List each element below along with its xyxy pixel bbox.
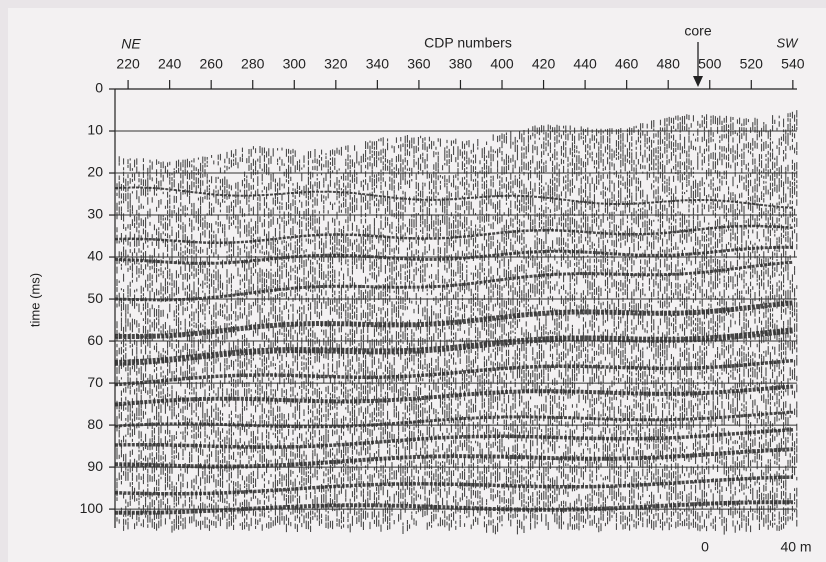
x-axis-label: CDP numbers xyxy=(424,35,512,51)
figure: CDP numbers time (ms) NE SW core 0 40 m … xyxy=(0,0,826,562)
x-tick-label: 340 xyxy=(366,56,390,72)
y-tick-label: 40 xyxy=(87,248,103,264)
x-tick-label: 320 xyxy=(324,56,348,72)
x-tick-label: 300 xyxy=(283,56,307,72)
x-tick-label: 540 xyxy=(781,56,805,72)
x-tick-label: 260 xyxy=(200,56,224,72)
y-tick-label: 80 xyxy=(87,416,103,432)
x-tick-label: 520 xyxy=(740,56,764,72)
y-tick-label: 100 xyxy=(80,500,104,516)
scale-end: 40 m xyxy=(780,539,811,555)
x-tick-label: 420 xyxy=(532,56,556,72)
scale-start: 0 xyxy=(701,539,709,555)
y-tick-label: 70 xyxy=(87,374,103,390)
y-tick-label: 10 xyxy=(87,122,103,138)
y-tick-label: 0 xyxy=(95,80,103,96)
x-tick-label: 460 xyxy=(615,56,639,72)
x-tick-label: 500 xyxy=(698,56,722,72)
core-label: core xyxy=(684,23,711,39)
y-tick-label: 60 xyxy=(87,332,103,348)
x-tick-label: 380 xyxy=(449,56,473,72)
x-tick-label: 360 xyxy=(407,56,431,72)
x-tick-label: 480 xyxy=(657,56,681,72)
y-tick-label: 30 xyxy=(87,206,103,222)
sw-label: SW xyxy=(777,35,800,50)
y-axis-label: time (ms) xyxy=(27,273,42,327)
y-tick-label: 20 xyxy=(87,164,103,180)
x-tick-label: 400 xyxy=(490,56,514,72)
ne-label: NE xyxy=(121,36,141,52)
x-tick-label: 440 xyxy=(573,56,597,72)
x-tick-label: 280 xyxy=(241,56,265,72)
x-tick-label: 220 xyxy=(116,56,140,72)
y-tick-label: 90 xyxy=(87,458,103,474)
y-tick-label: 50 xyxy=(87,290,103,306)
x-tick-label: 240 xyxy=(158,56,182,72)
